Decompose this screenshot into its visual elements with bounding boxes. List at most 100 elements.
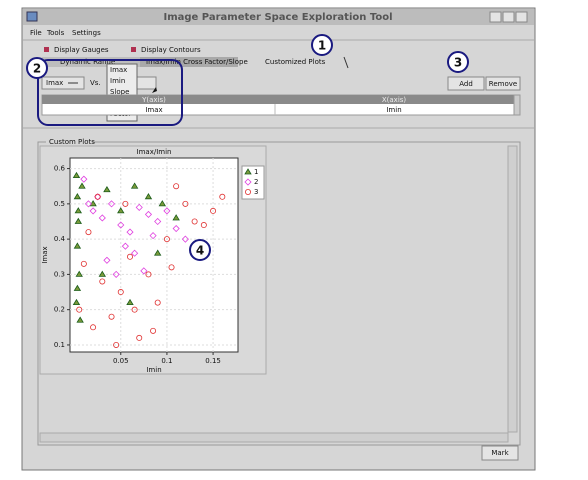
legend-label: 2 <box>254 178 258 186</box>
y-tick-label: 0.3 <box>54 270 65 278</box>
legend-marker <box>244 178 252 186</box>
point <box>210 207 217 214</box>
add-button-label[interactable]: Add <box>459 80 473 88</box>
point <box>117 207 125 214</box>
y-dropdown[interactable] <box>41 76 85 90</box>
option[interactable]: Imin <box>110 77 125 85</box>
point <box>72 298 81 306</box>
point <box>135 203 143 211</box>
point <box>154 217 162 226</box>
title-bar <box>23 9 534 25</box>
menu-settings[interactable]: Settings <box>72 29 101 37</box>
legend-label: 1 <box>254 168 258 176</box>
table-cell[interactable]: Imax <box>145 106 162 114</box>
point <box>80 175 88 183</box>
point <box>140 267 148 275</box>
table-header-cell: Y(axis) <box>141 96 166 104</box>
option[interactable]: Slope <box>110 88 129 96</box>
x-tick-label: 0.15 <box>205 357 221 365</box>
legend-label: 3 <box>254 188 258 196</box>
point <box>126 228 134 236</box>
maximize-button[interactable] <box>502 11 515 23</box>
point <box>89 207 97 215</box>
tab[interactable] <box>140 57 238 67</box>
checkbox-label: Display Gauges <box>54 46 109 54</box>
annotation-marker <box>189 239 211 261</box>
point <box>149 232 157 240</box>
custom-plots-panel <box>37 141 521 446</box>
remove-button[interactable] <box>485 76 521 91</box>
x-tick-label: 0.1 <box>161 357 172 365</box>
tab-label-active[interactable]: Customized Plots <box>265 58 326 66</box>
point <box>98 270 107 277</box>
window-icon <box>26 11 38 22</box>
legend-marker <box>244 168 252 175</box>
close-button[interactable] <box>515 11 528 23</box>
point <box>74 207 83 214</box>
table-header-cell: X(axis) <box>382 96 407 104</box>
point <box>144 210 153 219</box>
add-button[interactable] <box>447 76 485 91</box>
point <box>108 313 115 320</box>
checkbox-label: Display Contours <box>141 46 201 54</box>
point <box>103 256 111 264</box>
tab-label[interactable]: Imax/Imin Cross Factor/Slope <box>146 58 248 66</box>
menu-tools[interactable]: Tools <box>46 29 65 37</box>
highlight-box <box>37 59 183 126</box>
point <box>154 299 161 306</box>
annotation-label: 1 <box>318 39 326 53</box>
point <box>130 182 139 189</box>
point <box>168 264 175 271</box>
menu-file[interactable]: File <box>30 29 42 37</box>
minimize-button[interactable] <box>489 11 502 23</box>
window-title: Image Parameter Space Exploration Tool <box>163 12 392 23</box>
point <box>73 284 82 291</box>
point <box>158 200 167 207</box>
point <box>144 193 153 200</box>
point <box>99 278 106 285</box>
option[interactable]: Imax <box>110 66 127 74</box>
point <box>98 214 106 222</box>
point <box>117 221 125 229</box>
chart-title: Imax/Imin <box>137 148 172 156</box>
mark-button[interactable] <box>481 445 519 461</box>
point <box>200 222 207 229</box>
y-tick-label: 0.2 <box>54 306 65 314</box>
y-tick-label: 0.5 <box>54 200 65 208</box>
point <box>74 217 83 224</box>
annotation-marker <box>447 51 469 73</box>
point <box>172 224 180 233</box>
remove-button-label[interactable]: Remove <box>489 80 517 88</box>
y-dropdown-value[interactable]: Imax <box>46 79 63 87</box>
horizontal-scrollbar[interactable] <box>39 432 509 443</box>
point <box>78 182 86 189</box>
annotation-label: 2 <box>33 62 41 76</box>
point <box>173 183 180 190</box>
table-scrollbar[interactable] <box>513 94 521 116</box>
point <box>121 242 129 250</box>
point <box>75 270 83 277</box>
vs-label: Vs. <box>90 79 101 87</box>
point <box>112 270 120 278</box>
table-cell[interactable]: Imin <box>386 106 401 114</box>
point <box>80 260 87 267</box>
checkbox[interactable] <box>44 47 49 52</box>
tab[interactable] <box>42 57 142 67</box>
annotation-label: 3 <box>454 56 462 70</box>
point <box>219 193 226 200</box>
mark-button-label[interactable]: Mark <box>491 449 509 457</box>
legend-marker <box>244 188 251 195</box>
x-axis-label: Imin <box>146 366 161 374</box>
tab-label[interactable]: Dynamic Range <box>60 58 115 66</box>
point <box>131 306 138 313</box>
plot: Imax/Imin Imin Imax 0.05 0.1 0.15 0.1 0.2 0.3 0.4… <box>41 148 265 374</box>
x-tick-label: 0.05 <box>113 357 129 365</box>
vertical-scrollbar[interactable] <box>507 145 518 433</box>
checkbox[interactable] <box>131 47 136 52</box>
panel-title: Custom Plots <box>49 138 95 146</box>
x-dropdown[interactable] <box>135 76 157 90</box>
point <box>182 200 189 207</box>
point <box>94 193 102 201</box>
point <box>181 235 189 243</box>
